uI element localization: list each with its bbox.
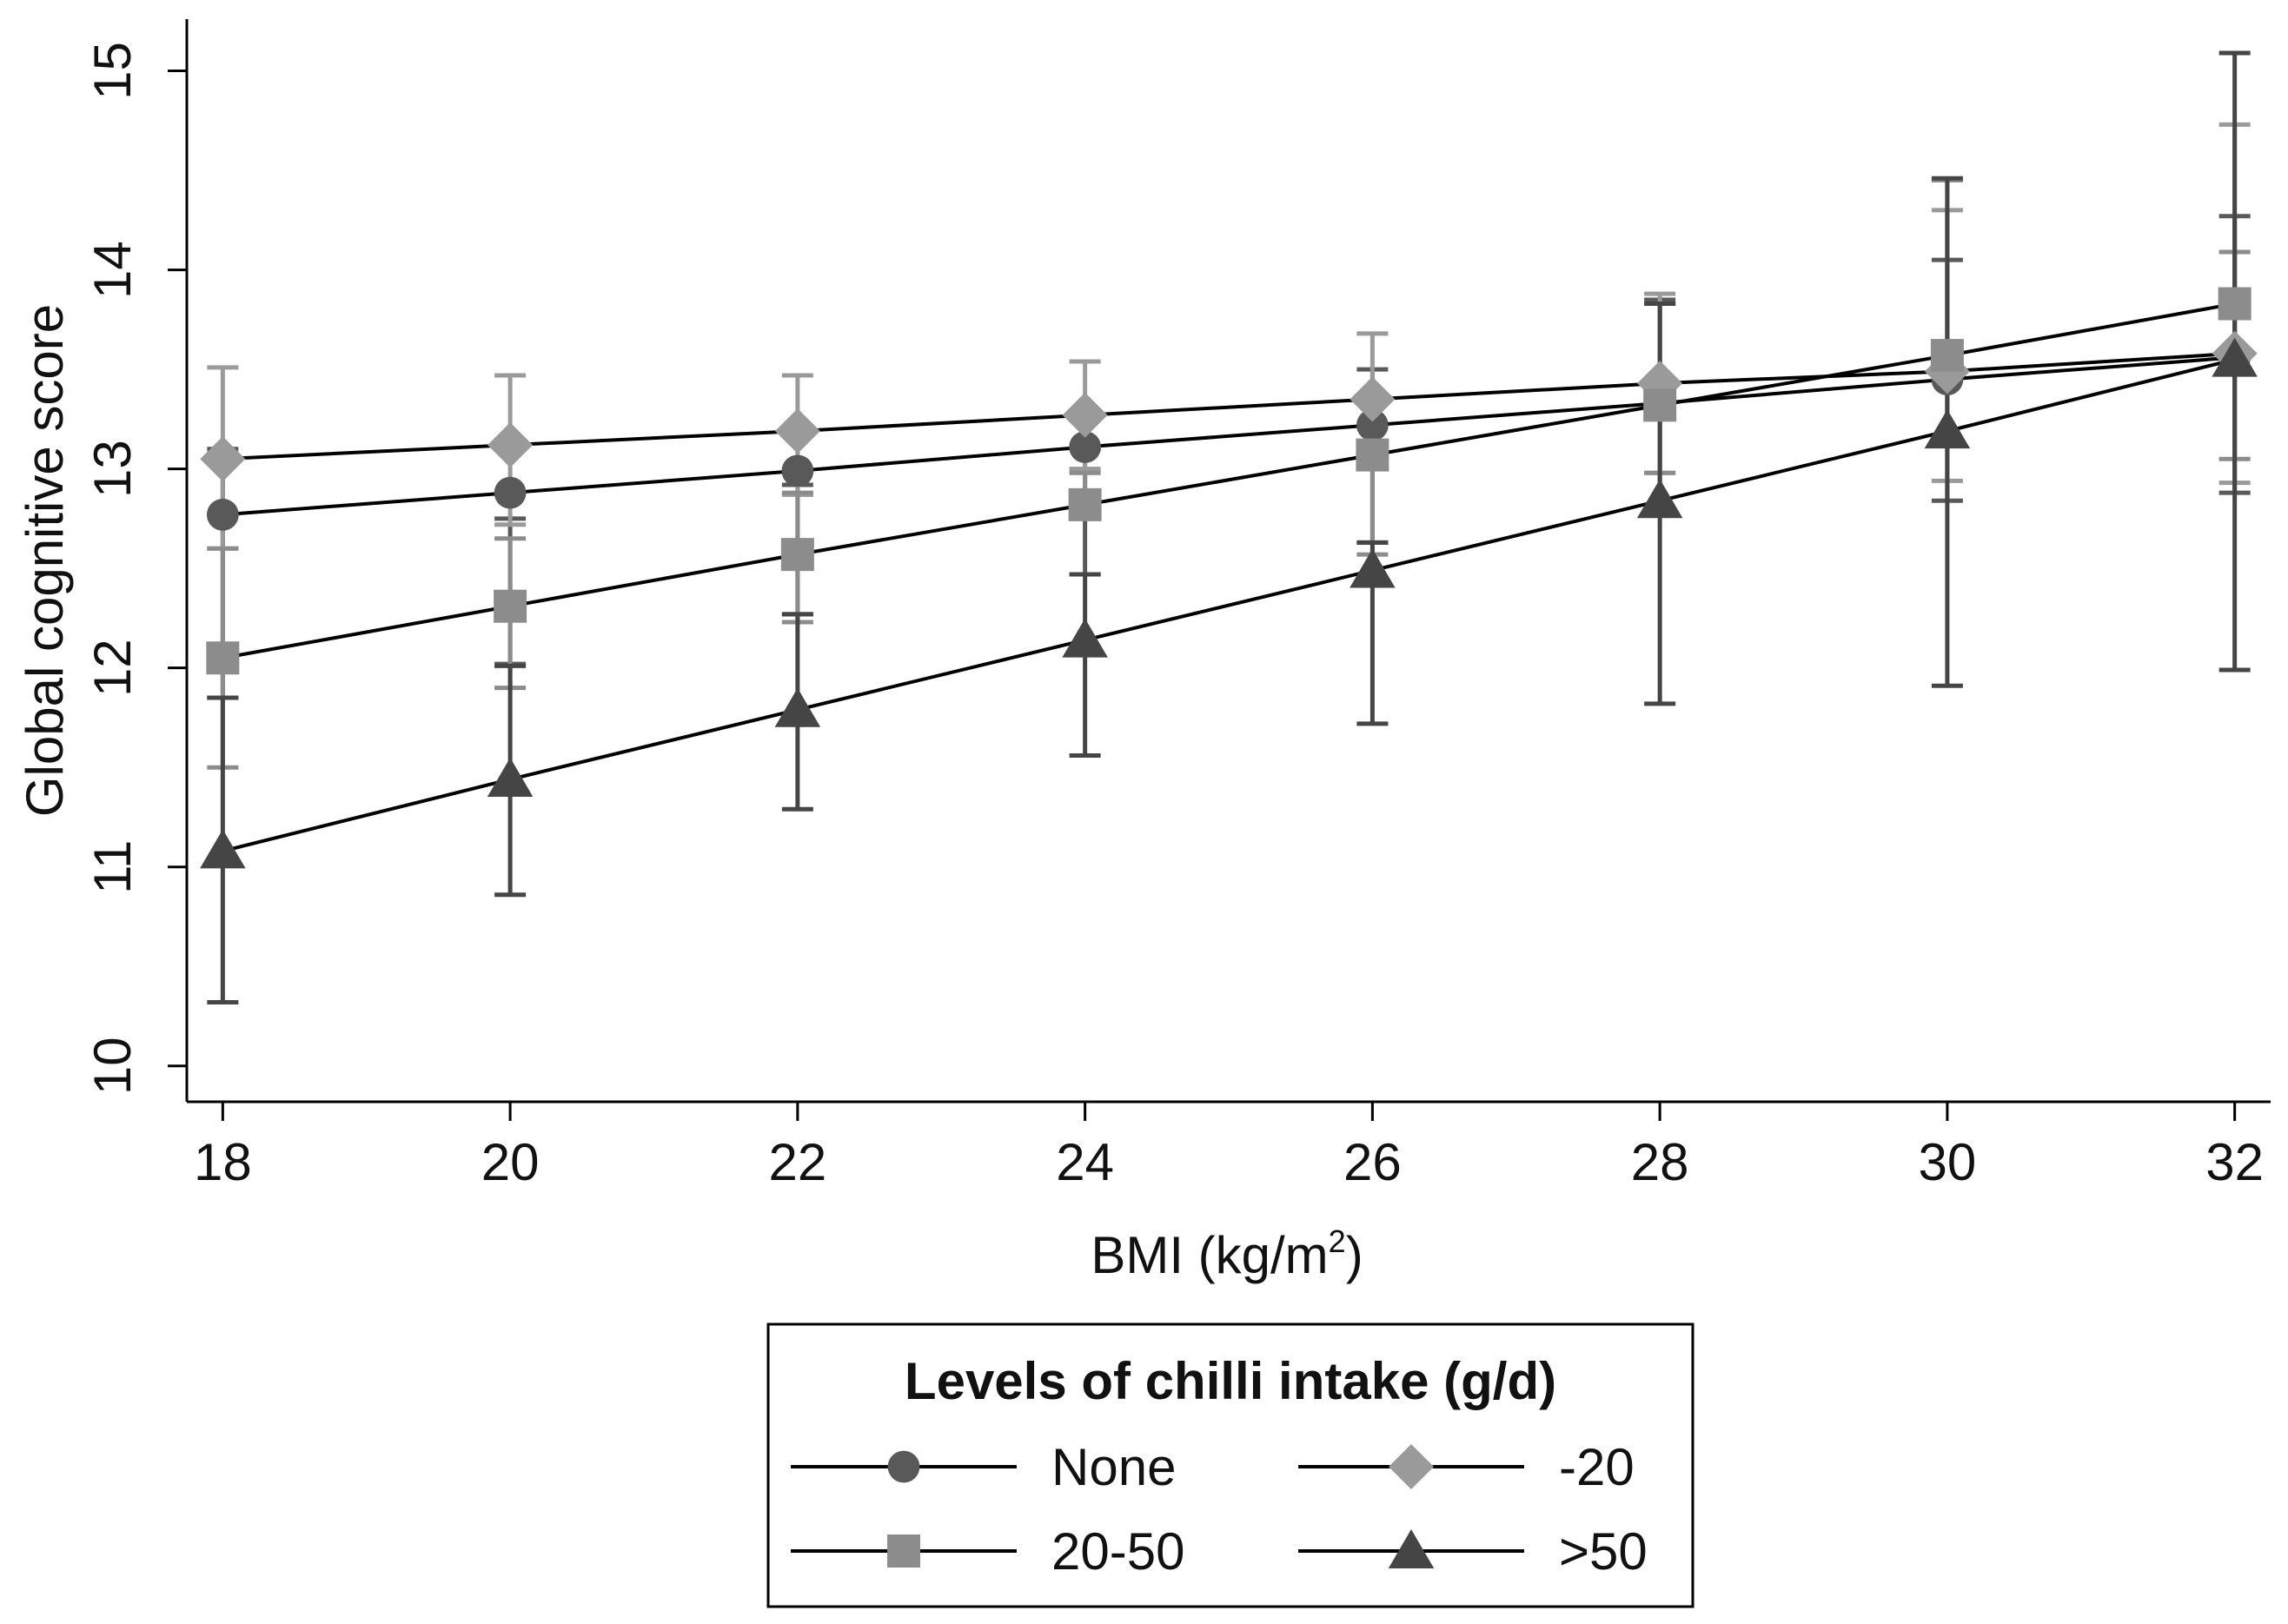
- x-tick-label: 18: [194, 1133, 252, 1191]
- data-point->50: [774, 687, 821, 727]
- x-tick-label: 28: [1631, 1133, 1689, 1191]
- data-point->50: [1350, 548, 1396, 588]
- x-tick-label: 26: [1343, 1133, 1402, 1191]
- y-tick-label: 10: [83, 1037, 142, 1095]
- y-tick-label: 13: [83, 440, 142, 498]
- data-point-None: [1356, 408, 1389, 441]
- x-tick-label: 24: [1056, 1133, 1114, 1191]
- legend-title: Levels of chilli intake (g/d): [905, 1352, 1556, 1410]
- data-point->50: [1062, 618, 1108, 658]
- data-point-20-50: [1930, 339, 1964, 373]
- data-point->50: [1924, 409, 1971, 449]
- y-tick-label: 15: [83, 42, 142, 100]
- data-point--20: [487, 422, 534, 468]
- data-point-20-50: [2218, 287, 2252, 321]
- data-point-None: [1069, 431, 1102, 463]
- y-tick-label: 12: [83, 639, 142, 697]
- data-point->50: [1636, 479, 1683, 519]
- data-point-20-50: [780, 538, 814, 572]
- legend-label-20-50: 20-50: [1051, 1522, 1184, 1581]
- data-point-None: [206, 498, 239, 531]
- data-point-20-50: [1356, 438, 1389, 472]
- y-tick-label: 11: [83, 840, 142, 894]
- data-markers: [200, 287, 2258, 869]
- data-point-20-50: [206, 641, 240, 675]
- y-ticks: 10 11 12 13 14 15: [83, 42, 187, 1095]
- legend-marker-20-50: [887, 1535, 920, 1568]
- series-line--20: [222, 351, 2235, 461]
- legend-marker--20: [1389, 1444, 1434, 1489]
- x-tick-label: 20: [481, 1133, 540, 1191]
- x-axis-title-main: BMI (kg/m: [1091, 1226, 1328, 1284]
- series-line-20-50: [222, 302, 2236, 660]
- data-point->50: [2212, 337, 2258, 377]
- legend-marker->50: [1388, 1529, 1435, 1568]
- x-tick-label: 30: [1919, 1133, 1977, 1191]
- legend-label->50: >50: [1559, 1522, 1648, 1581]
- y-axis-title: Global cognitive score: [16, 304, 74, 817]
- data-point->50: [487, 757, 534, 797]
- data-point->50: [200, 829, 246, 869]
- legend-label-None: None: [1051, 1438, 1176, 1496]
- data-point-None: [494, 476, 527, 509]
- legend-label--20: -20: [1559, 1438, 1635, 1496]
- x-axis-title-superscript: 2: [1329, 1223, 1346, 1259]
- legend-entries: None -20 20-50 >50: [791, 1438, 1648, 1581]
- x-ticks: 18 20 22 24 26 28 30 32: [194, 1102, 2264, 1191]
- data-point--20: [774, 408, 820, 454]
- data-point-20-50: [494, 589, 527, 623]
- series-lines: [222, 302, 2236, 853]
- legend-marker-None: [887, 1450, 920, 1483]
- data-point-20-50: [1643, 388, 1677, 422]
- series-line-None: [222, 355, 2235, 517]
- legend: Levels of chilli intake (g/d) None -20 20-…: [766, 1322, 1694, 1608]
- x-axis-title: BMI (kg/m2): [1091, 1223, 1363, 1284]
- data-point--20: [1350, 376, 1396, 422]
- x-tick-label: 22: [768, 1133, 826, 1191]
- data-point--20: [1062, 392, 1108, 438]
- series-line->50: [222, 357, 2236, 853]
- x-tick-label: 32: [2205, 1133, 2264, 1191]
- y-tick-label: 14: [83, 241, 142, 299]
- x-axis-title-close: ): [1346, 1226, 1363, 1284]
- data-point-None: [781, 454, 814, 487]
- data-point--20: [200, 436, 246, 482]
- data-point-20-50: [1068, 487, 1102, 521]
